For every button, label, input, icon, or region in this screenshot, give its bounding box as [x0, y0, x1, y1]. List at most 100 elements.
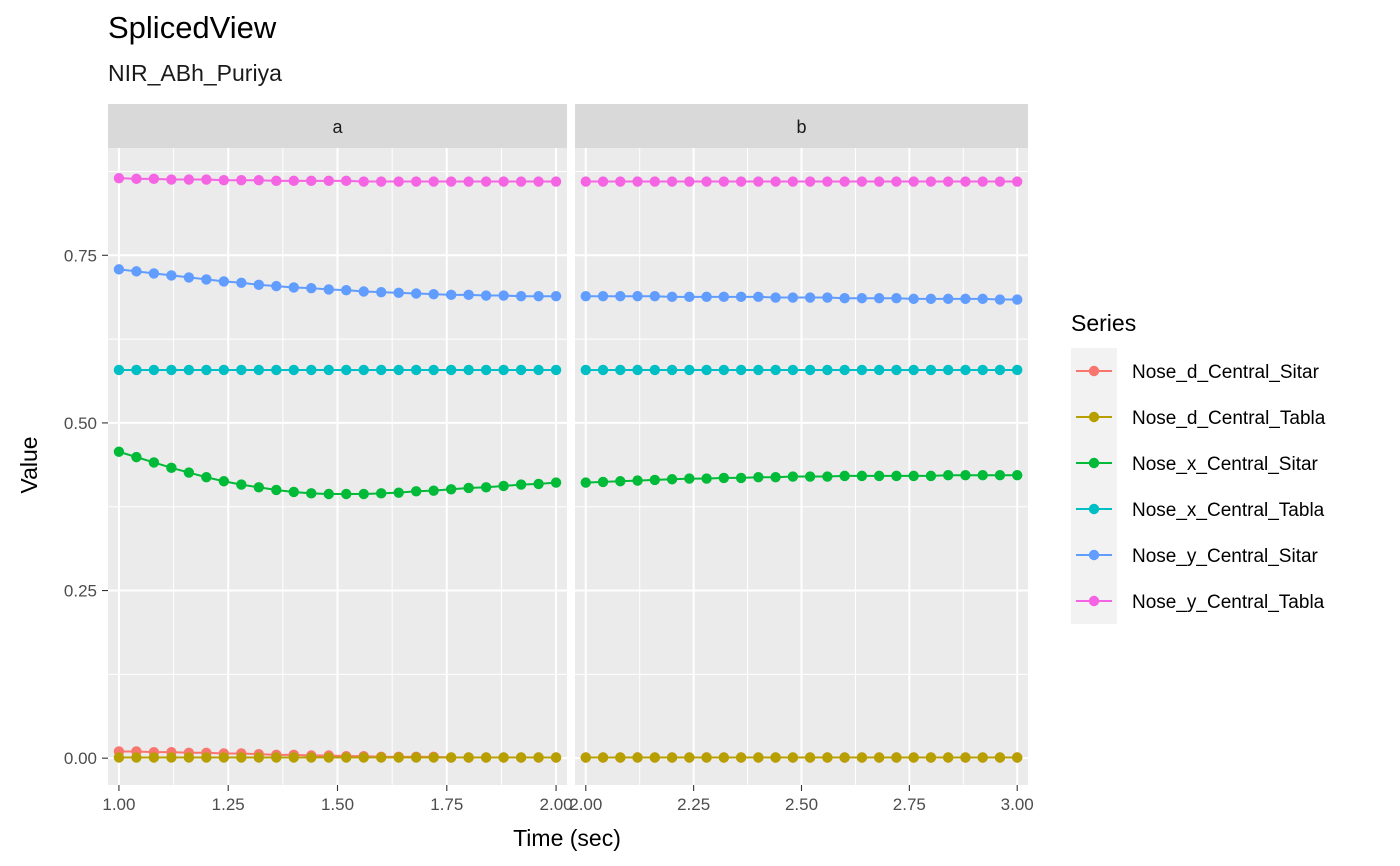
data-point: [166, 270, 177, 281]
data-point: [393, 364, 404, 376]
data-point: [498, 176, 509, 187]
data-point: [550, 752, 562, 763]
data-point: [236, 364, 247, 376]
data-point: [376, 752, 387, 763]
data-point: [323, 284, 334, 295]
data-point: [718, 291, 730, 303]
data-point: [994, 752, 1006, 763]
data-point: [615, 176, 626, 187]
data-point: [358, 364, 369, 376]
data-point: [515, 364, 527, 376]
data-point: [597, 364, 609, 376]
data-point: [515, 752, 527, 763]
data-point: [183, 467, 195, 478]
data-point: [615, 752, 626, 763]
data-point: [306, 282, 317, 294]
data-point: [822, 176, 833, 187]
data-point: [148, 268, 160, 279]
data-point: [166, 462, 177, 474]
legend-item-nose-x-central-tabla: Nose_x_Central_Tabla: [1076, 500, 1325, 521]
data-point: [873, 470, 885, 482]
data-point: [253, 364, 265, 376]
data-point: [113, 264, 125, 275]
data-point: [787, 471, 799, 482]
data-point: [839, 470, 850, 482]
legend-item-nose-d-central-sitar: Nose_d_Central_Sitar: [1076, 362, 1320, 383]
data-point: [410, 752, 422, 763]
data-point: [804, 292, 816, 303]
data-point: [218, 752, 230, 763]
data-point: [550, 364, 562, 376]
data-point: [891, 752, 902, 763]
data-point: [580, 364, 591, 376]
data-point: [701, 752, 712, 763]
data-point: [804, 471, 816, 482]
series-nose-y-central-tabla: [580, 176, 1023, 187]
panels-group: a 1.00 1.25 1.50 1.75 2.00 b 2.00 2.25 2.50 2.75 3.…: [102, 104, 1034, 814]
data-point: [480, 176, 492, 187]
data-point: [358, 752, 369, 763]
data-point: [1012, 364, 1023, 376]
legend-key-point: [1088, 595, 1100, 607]
data-point: [323, 175, 334, 187]
data-point: [306, 488, 317, 499]
legend-key-point: [1088, 365, 1100, 377]
data-point: [1012, 294, 1023, 305]
data-point: [271, 175, 282, 187]
data-point: [306, 752, 317, 763]
legend-key-background: [1071, 348, 1117, 624]
x-tick-label: 2.25: [677, 795, 710, 814]
data-point: [236, 174, 247, 186]
data-point: [323, 488, 334, 500]
data-point: [393, 752, 404, 763]
x-tick-label: 2.75: [893, 795, 926, 814]
data-point: [977, 364, 988, 376]
legend-item-nose-y-central-sitar: Nose_y_Central_Sitar: [1076, 546, 1319, 567]
data-point: [649, 290, 661, 302]
data-point: [428, 752, 439, 763]
data-point: [994, 364, 1006, 376]
data-point: [358, 176, 369, 187]
data-point: [873, 364, 885, 376]
chart-title: SplicedView: [108, 10, 277, 45]
data-point: [376, 488, 387, 499]
data-point: [873, 176, 885, 187]
data-point: [804, 364, 816, 376]
series-nose-x-central-sitar: [580, 470, 1023, 488]
x-tick-label: 1.50: [321, 795, 354, 814]
x-tick-label: 1.00: [102, 795, 135, 814]
data-point: [839, 292, 850, 304]
legend-item-label: Nose_y_Central_Sitar: [1132, 546, 1319, 567]
series-nose-d-central-tabla: [580, 752, 1023, 763]
data-point: [735, 364, 747, 376]
data-point: [550, 290, 562, 302]
series-nose-y-central-sitar: [113, 264, 562, 302]
data-point: [856, 176, 868, 187]
data-point: [131, 364, 142, 376]
data-point: [718, 752, 730, 763]
data-point: [856, 364, 868, 376]
y-axis-label: Value: [16, 436, 42, 493]
data-point: [649, 752, 661, 763]
y-tick-label: 0.75: [64, 246, 97, 265]
data-point: [839, 752, 850, 763]
data-point: [684, 364, 695, 376]
legend-key-point: [1088, 549, 1100, 561]
data-point: [787, 176, 799, 187]
data-point: [666, 291, 678, 303]
data-point: [615, 364, 626, 376]
data-point: [632, 176, 643, 187]
data-point: [533, 752, 544, 763]
data-point: [341, 488, 352, 500]
data-point: [977, 752, 988, 763]
series-nose-y-central-tabla: [113, 172, 562, 187]
data-point: [908, 176, 919, 187]
legend: Series Nose_d_Central_Sitar Nose_d_Central…: [1071, 310, 1326, 624]
data-point: [480, 482, 492, 493]
y-axis: 0.00 0.25 0.50 0.75: [64, 246, 108, 768]
data-point: [942, 293, 954, 305]
facet-panel-a: a 1.00 1.25 1.50 1.75 2.00: [102, 104, 573, 814]
data-point: [597, 752, 609, 763]
data-point: [236, 752, 247, 763]
data-point: [942, 176, 954, 187]
